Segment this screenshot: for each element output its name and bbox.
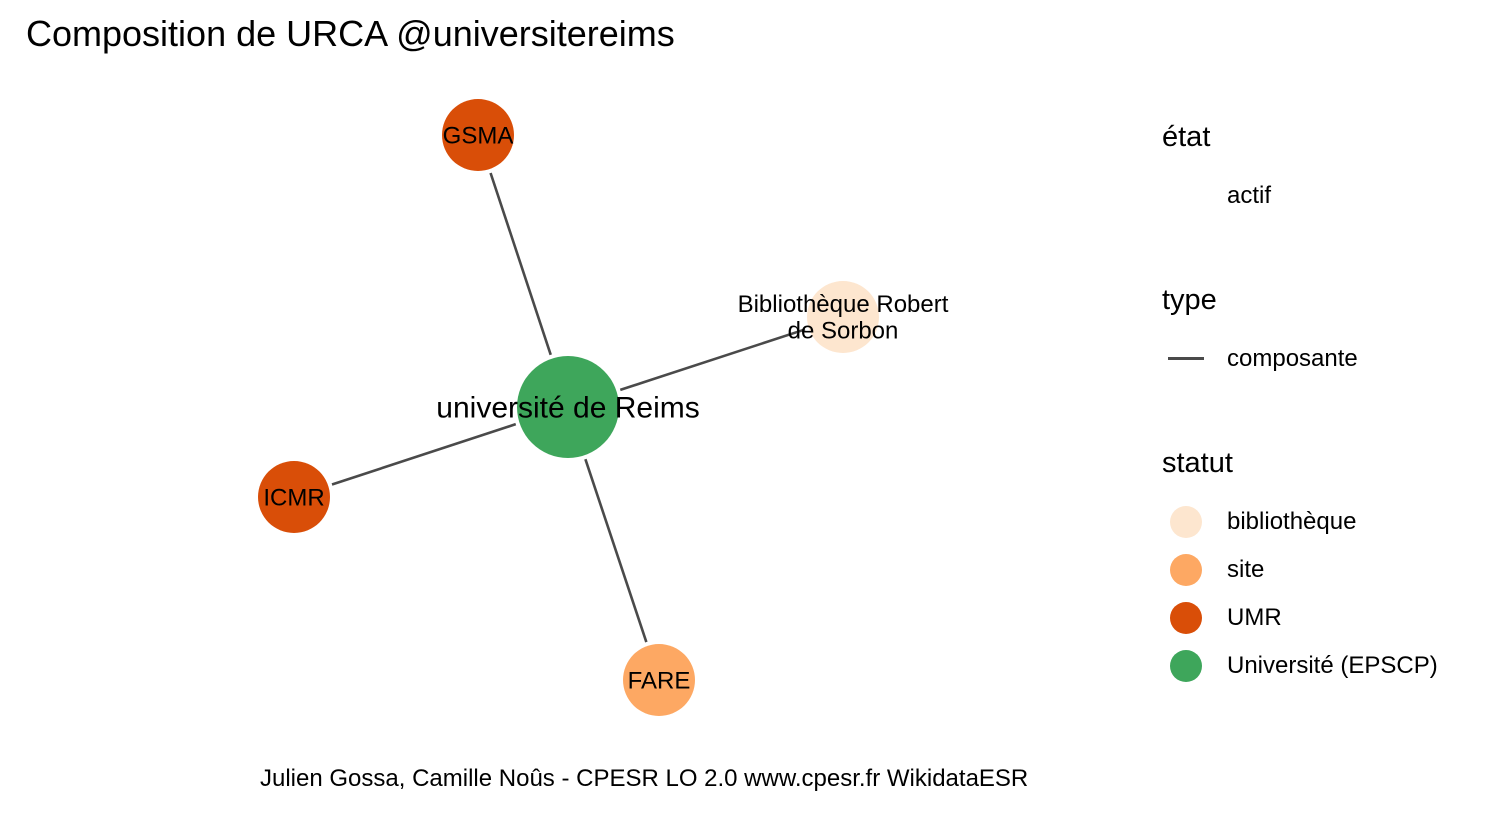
edge-line-key (1168, 357, 1204, 360)
legend-type-title: type (1162, 284, 1217, 316)
legend-etat-title: état (1162, 121, 1211, 153)
legend-statut-item: bibliothèque (1162, 498, 1356, 546)
node-circle (258, 461, 330, 533)
edge-reims-icmr (331, 422, 517, 486)
legend-statut: statut bibliothèque site UMR Université … (1162, 446, 1438, 690)
legend-statut-title: statut (1162, 447, 1233, 479)
node-fare: FARE (623, 644, 695, 716)
legend-statut-key (1162, 546, 1210, 594)
legend-statut-item: site (1162, 546, 1264, 594)
legend-statut-item: UMR (1162, 594, 1282, 642)
legend-statut-item: Université (EPSCP) (1162, 642, 1438, 690)
node-circle (517, 356, 619, 458)
legend-type-item: composante (1162, 335, 1358, 383)
legend-type-key (1162, 335, 1210, 383)
node-circle (623, 644, 695, 716)
edge-reims-fare (584, 458, 648, 643)
legend-statut-key (1162, 642, 1210, 690)
legend-statut-label: bibliothèque (1227, 508, 1357, 535)
legend-statut-label: UMR (1227, 604, 1282, 631)
node-biblio: Bibliothèque Robert de Sorbon (738, 281, 949, 353)
legend-statut-key (1162, 594, 1210, 642)
edges-layer (331, 172, 806, 643)
node-reims: université de Reims (436, 356, 700, 458)
edge-reims-biblio (619, 328, 806, 392)
node-label: GSMA (443, 122, 514, 149)
legend-etat-item: actif (1162, 172, 1271, 220)
legend-etat-label: actif (1227, 182, 1272, 209)
legend-statut-key (1162, 498, 1210, 546)
legend-dot-umr (1170, 602, 1202, 634)
legend-type: type composante (1162, 283, 1358, 383)
node-label: FARE (628, 667, 691, 694)
legend-type-label: composante (1227, 345, 1358, 372)
caption: Julien Gossa, Camille Noûs - CPESR LO 2.… (260, 765, 1029, 792)
nodes-layer: université de Reims GSMA Bibliothèque Robe… (258, 99, 949, 716)
edge-reims-gsma (489, 172, 552, 356)
node-circle (807, 281, 879, 353)
node-circle (442, 99, 514, 171)
legend-statut-label: Université (EPSCP) (1227, 652, 1438, 679)
legend-etat: état actif (1162, 120, 1271, 220)
legend-statut-items: bibliothèque site UMR Université (EPSCP) (1162, 498, 1438, 690)
legend-dot-bibliotheque (1170, 506, 1202, 538)
legend-dot-site (1170, 554, 1202, 586)
legend-etat-key (1162, 172, 1210, 220)
legend-dot-universite (1170, 650, 1202, 682)
chart-title: Composition de URCA @universitereims (26, 13, 675, 54)
node-label: Bibliothèque Robert de Sorbon (738, 291, 949, 344)
node-icmr: ICMR (258, 461, 330, 533)
legend-statut-label: site (1227, 556, 1265, 583)
node-gsma: GSMA (442, 99, 514, 171)
node-label: ICMR (263, 484, 324, 511)
node-label: université de Reims (436, 392, 699, 425)
